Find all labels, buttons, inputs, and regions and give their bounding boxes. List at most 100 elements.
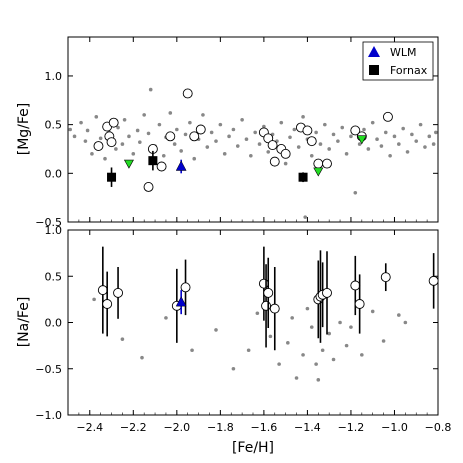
mg-fe-comparison-point <box>175 127 179 132</box>
mg-fe-comparison-point <box>209 130 214 135</box>
na-fe-wlm-point <box>175 296 187 307</box>
mg-fe-comparison-point <box>135 128 140 133</box>
na-fe-comparison-point <box>360 353 364 357</box>
mg-fe-comparison-point <box>249 153 253 158</box>
na-fe-open-circle-point <box>113 287 124 298</box>
mg-fe-comparison-point <box>72 134 77 139</box>
na-fe-comparison-point <box>120 337 125 341</box>
mg-fe-comparison-point <box>188 120 192 125</box>
mg-fe-comparison-point <box>288 135 292 140</box>
mg-fe-comparison-point <box>168 111 173 115</box>
mg-fe-comparison-point <box>357 142 362 146</box>
mg-fe-comparison-point <box>336 139 340 143</box>
mg-fe-fornax-point <box>148 156 158 166</box>
mg-fe-y-tick-label: 1.0 <box>45 70 63 83</box>
na-fe-comparison-point <box>294 376 299 380</box>
mg-fe-comparison-point <box>318 142 323 146</box>
legend-wlm-marker <box>368 46 380 57</box>
mg-fe-green-triangle-point <box>356 135 367 145</box>
na-fe-open-circle-point <box>354 299 365 309</box>
mg-fe-comparison-point <box>262 124 266 129</box>
na-fe-y-tick-label: −1.0 <box>35 409 62 422</box>
na-fe-open-circle-point <box>380 272 391 283</box>
mg-fe-open-circle-point <box>93 141 104 152</box>
mg-fe-comparison-point <box>94 115 99 119</box>
na-fe-comparison-point <box>327 331 331 336</box>
na-fe-comparison-point <box>164 316 168 320</box>
mg-fe-comparison-point <box>431 142 436 146</box>
mg-fe-open-circle-point <box>350 125 361 136</box>
x-tick-label: −1.4 <box>294 421 321 434</box>
mg-fe-open-circle-point <box>302 125 313 136</box>
mg-fe-comparison-point <box>383 130 388 135</box>
mg-fe-comparison-point <box>231 127 236 132</box>
mg-fe-comparison-point <box>323 122 327 127</box>
mg-fe-comparison-point <box>401 126 405 131</box>
mg-fe-comparison-point <box>157 122 162 127</box>
mg-fe-comparison-point <box>148 87 153 92</box>
mg-fe-comparison-point <box>161 153 166 158</box>
na-fe-comparison-point <box>314 362 318 366</box>
na-fe-comparison-point <box>231 366 236 371</box>
mg-fe-comparison-point <box>79 120 83 125</box>
mg-fe-open-circle-point <box>156 161 167 172</box>
mg-fe-comparison-point <box>344 152 349 156</box>
na-fe-open-circle-point <box>102 299 113 309</box>
mg-fe-open-circle-point <box>165 131 176 142</box>
na-fe-y-tick-label: 0.5 <box>45 270 63 283</box>
mg-fe-open-circle-point <box>106 137 117 148</box>
mg-fe-comparison-point <box>214 139 218 143</box>
na-fe-open-circle-point <box>97 285 108 296</box>
mg-fe-comparison-point <box>138 140 142 144</box>
mg-fe-comparison-point <box>201 113 205 117</box>
na-fe-ticks: −2.4 −2.2 −2.0 −1.8 −1.6 −1.4 −1.2 −1.0 −0.8 −1.0… <box>35 224 451 434</box>
na-fe-y-tick-label: 1.0 <box>45 224 63 237</box>
mg-fe-comparison-point <box>222 152 227 156</box>
mg-fe-comparison-point <box>183 132 188 137</box>
fe-h-axis-label: [Fe/H] <box>232 440 274 456</box>
mg-fe-comparison-point <box>90 152 94 156</box>
na-fe-open-circle-point <box>261 300 272 311</box>
na-fe-comparison-point <box>316 378 321 382</box>
mg-fe-comparison-point <box>427 134 432 139</box>
mg-fe-open-circle-point <box>382 111 393 122</box>
mg-fe-comparison-point <box>283 161 288 166</box>
x-tick-label: −1.8 <box>207 421 234 434</box>
na-fe-comparison-point <box>320 348 325 353</box>
na-fe-comparison-point <box>140 355 144 360</box>
legend-fornax-label: Fornax <box>390 64 428 77</box>
mg-fe-comparison-point <box>418 122 423 127</box>
mg-fe-comparison-point <box>240 117 244 122</box>
na-fe-comparison-point <box>370 309 375 314</box>
mg-fe-comparison-point <box>301 115 305 119</box>
mg-fe-open-circle-point <box>267 140 278 151</box>
mg-fe-comparison-point <box>205 145 210 149</box>
mg-fe-comparison-point <box>235 144 240 148</box>
na-fe-comparison-point <box>309 325 314 329</box>
na-fe-y-tick-label: −0.5 <box>35 363 62 376</box>
mg-fe-comparison-point <box>423 145 427 149</box>
mg-fe-comparison-point <box>303 215 308 219</box>
mg-fe-fornax-point <box>298 172 308 182</box>
mg-fe-comparison-point <box>388 153 392 158</box>
na-fe-comparison-point <box>305 306 310 311</box>
mg-fe-y-tick-label: 0.0 <box>45 167 63 180</box>
mg-fe-open-circle-point <box>306 136 317 147</box>
mg-fe-comparison-point <box>379 144 384 148</box>
x-tick-label: −2.4 <box>76 421 103 434</box>
mg-fe-comparison-point <box>349 134 353 139</box>
legend: WLM Fornax <box>362 41 434 81</box>
mg-fe-comparison-point <box>410 132 414 137</box>
mg-fe-panel: −0.5 0.0 0.5 1.0 [Mg/Fe] WLM Fornax <box>16 36 439 229</box>
mg-fe-comparison-point <box>218 122 223 127</box>
mg-fe-open-circle-point <box>313 158 324 169</box>
mg-fe-comparison-point <box>122 117 127 122</box>
mg-fe-comparison-point <box>405 150 410 154</box>
mg-fe-comparison-point <box>83 139 88 143</box>
x-tick-label: −1.6 <box>251 421 278 434</box>
mg-fe-comparison-point <box>331 132 336 137</box>
mg-fe-comparison-point <box>120 142 125 146</box>
mg-fe-comparison-point <box>85 128 90 133</box>
mg-fe-comparison-point <box>172 142 177 146</box>
